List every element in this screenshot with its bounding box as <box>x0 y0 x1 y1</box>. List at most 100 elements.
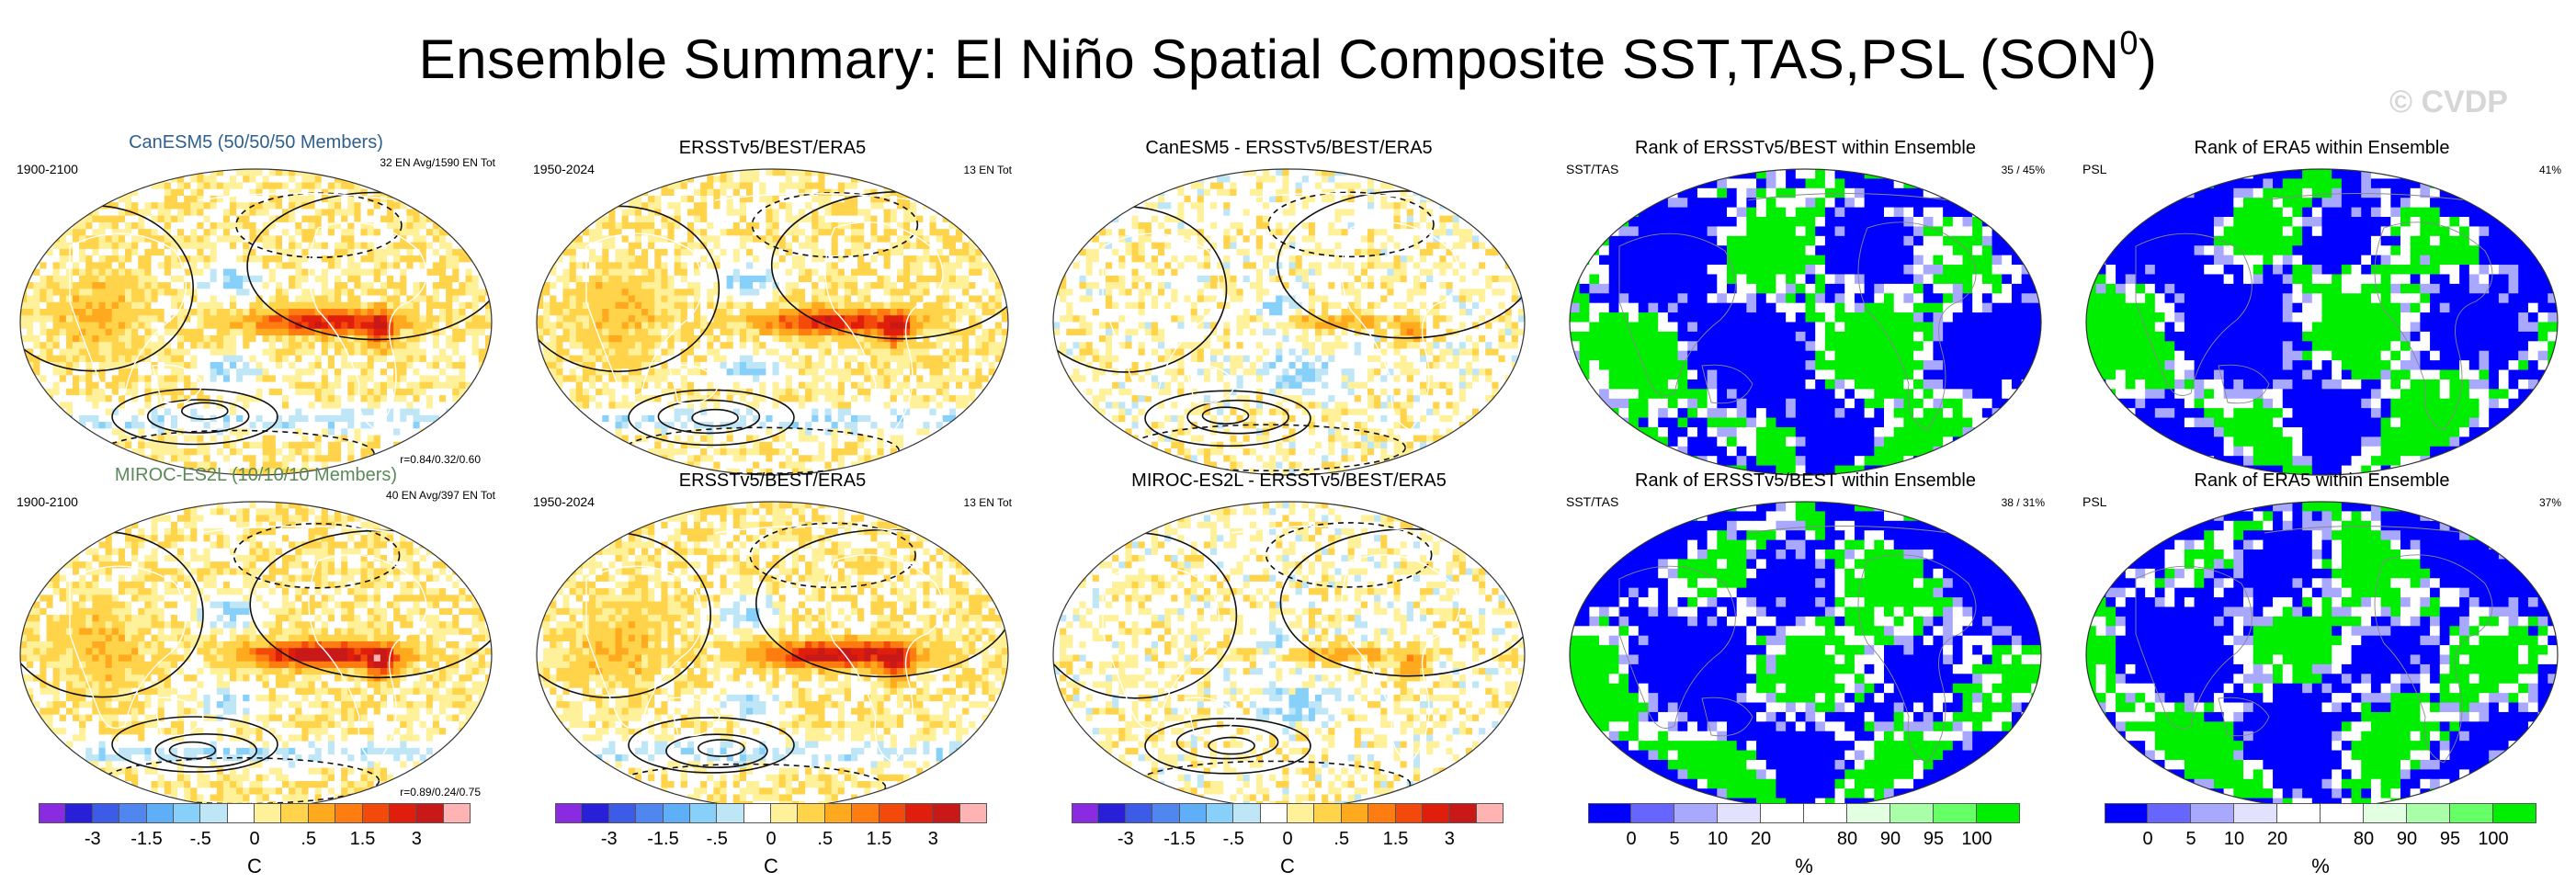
map-grid-cell <box>393 342 401 350</box>
map-grid-cell <box>92 289 100 297</box>
map-grid-cell <box>687 262 695 270</box>
map-grid-cell <box>726 322 734 330</box>
map-grid-cell <box>824 342 833 350</box>
map-grid-cell <box>40 381 48 390</box>
map-grid-cell <box>674 262 682 270</box>
map-grid-cell <box>857 282 865 289</box>
map-grid-cell <box>243 268 250 277</box>
map-grid-cell <box>799 169 806 176</box>
map-grid-cell <box>400 202 407 210</box>
map-grid-cell <box>831 209 839 217</box>
map-grid-cell <box>837 202 845 210</box>
map-grid-cell <box>367 195 375 203</box>
map-grid-cell <box>282 441 289 449</box>
map-grid-cell <box>118 242 126 250</box>
map-grid-cell <box>615 221 623 230</box>
map-grid-cell <box>131 414 139 423</box>
map-grid-cell <box>550 295 557 303</box>
map-grid-cell <box>661 388 669 396</box>
map-grid-cell <box>282 328 289 336</box>
map-grid-cell <box>190 295 198 303</box>
map-grid-cell <box>811 235 819 244</box>
map-grid-cell <box>687 268 695 277</box>
map-grid-cell <box>956 282 963 289</box>
map-grid-cell <box>851 202 858 210</box>
map-grid-cell <box>177 182 185 190</box>
map-grid-cell <box>648 195 655 203</box>
map-grid-cell <box>994 328 1003 336</box>
map-grid-cell <box>641 282 649 289</box>
map-grid-cell <box>203 255 211 263</box>
map-grid-cell <box>896 328 904 336</box>
map-grid-cell <box>811 395 819 402</box>
map-grid-cell <box>550 334 557 343</box>
map-grid-cell <box>243 169 250 176</box>
map-grid-cell <box>791 328 800 336</box>
map-grid-cell <box>236 268 244 277</box>
map-grid-cell <box>746 248 754 256</box>
map-grid-cell <box>164 221 172 230</box>
map-grid-cell <box>131 202 139 210</box>
map-grid-cell <box>844 334 852 343</box>
map-grid-cell <box>216 468 224 475</box>
map-grid-cell <box>105 368 113 377</box>
map-grid-cell <box>936 375 944 383</box>
map-grid-cell <box>713 209 721 217</box>
map-grid-cell <box>138 368 145 377</box>
map-grid-cell <box>641 242 649 250</box>
map-grid-cell <box>956 301 963 310</box>
map-grid-cell <box>484 301 492 310</box>
map-grid-cell <box>994 322 1003 330</box>
map-grid-cell <box>791 255 800 263</box>
map-grid-cell <box>387 309 394 316</box>
map-grid-cell <box>151 195 159 203</box>
map-grid-cell <box>746 361 754 369</box>
map-grid-cell <box>230 322 237 330</box>
map-grid-cell <box>674 255 682 263</box>
map-grid-cell <box>556 334 564 343</box>
map-grid-cell <box>262 455 270 463</box>
map-grid-cell <box>197 381 205 390</box>
map-grid-cell <box>373 448 381 456</box>
map-grid-cell <box>243 235 250 244</box>
map-grid-cell <box>923 209 931 217</box>
map-grid-cell <box>373 381 381 390</box>
map-grid-cell <box>413 348 421 357</box>
map-grid-cell <box>785 229 793 236</box>
map-grid-cell <box>700 268 708 277</box>
map-grid-cell <box>73 375 80 383</box>
map-grid-cell <box>373 248 381 256</box>
map-grid-cell <box>125 195 132 203</box>
map-grid-cell <box>216 248 224 256</box>
map-grid-cell <box>831 309 839 316</box>
panel-right-label: 32 EN Avg/1590 EN Tot <box>380 156 495 169</box>
map-grid-cell <box>608 301 617 310</box>
map-grid-cell <box>929 255 937 263</box>
map-grid-cell <box>641 235 649 244</box>
map-grid-cell <box>785 328 793 336</box>
map-grid-cell <box>596 229 603 236</box>
map-grid-cell <box>105 209 113 217</box>
map-grid-cell <box>347 435 355 443</box>
map-grid-cell <box>255 375 264 383</box>
map-grid-cell <box>896 348 904 357</box>
map-grid-cell <box>282 182 289 190</box>
map-grid-cell <box>864 388 871 396</box>
map-grid-cell <box>354 289 362 297</box>
map-grid-cell <box>732 176 741 184</box>
map-grid-cell <box>969 381 976 390</box>
map-grid-cell <box>674 328 682 336</box>
map-grid-cell <box>680 182 688 190</box>
map-grid-cell <box>680 289 688 297</box>
map-grid-cell <box>367 301 375 310</box>
map-grid-cell <box>791 361 800 369</box>
map-grid-cell <box>994 301 1003 310</box>
map-grid-cell <box>27 342 34 350</box>
map-grid-cell <box>118 441 126 449</box>
map-grid-cell <box>400 334 407 343</box>
map-grid-cell <box>923 255 931 263</box>
map-grid-cell <box>621 334 630 343</box>
map-grid-cell <box>791 381 800 390</box>
map-grid-cell <box>367 229 375 236</box>
map-grid-cell <box>268 408 277 416</box>
